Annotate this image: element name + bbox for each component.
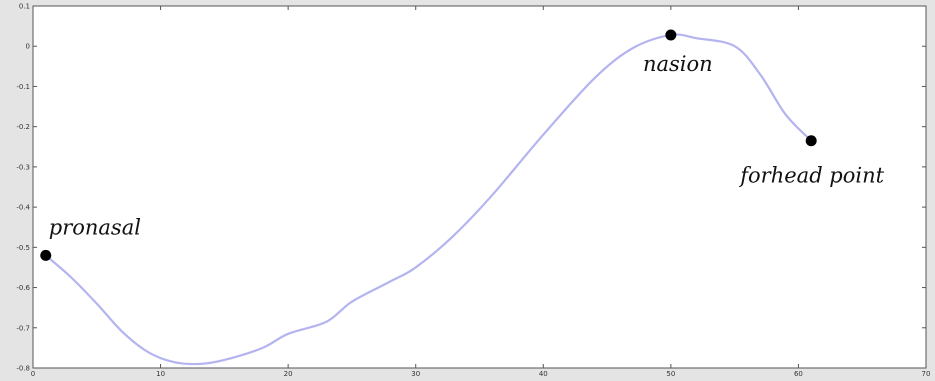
landmark-label: pronasal [49,215,141,239]
y-tick-label: -0.8 [16,365,30,373]
landmark-point [665,29,677,41]
x-tick-label: 40 [539,370,548,378]
y-tick-label: -0.6 [16,284,30,292]
y-tick-label: -0.2 [16,123,30,131]
landmark-point [40,249,52,261]
x-tick-label: 50 [666,370,675,378]
plot-area [32,5,927,369]
x-tick-label: 10 [156,370,165,378]
y-tick-label: -0.3 [16,163,30,171]
series-line [45,33,812,366]
x-tick-label: 70 [922,370,931,378]
landmark-point [805,135,817,147]
axis-ticks: 0 10 20 30 40 50 60 70 0.1 0 -0.1 -0.2 -0.3 -0.4 -0.5 -… [16,3,930,379]
landmark-label: nasion [643,52,713,76]
y-tick-label: -0.5 [16,244,30,252]
x-tick-label: 20 [284,370,293,378]
y-tick-label: -0.1 [16,83,30,91]
x-tick-label: 30 [411,370,420,378]
y-tick-label: -0.7 [16,324,30,332]
landmark-label: forhead point [738,164,884,188]
x-tick-label: 0 [31,370,35,378]
marker-layer: pronasal nasion forhead point [40,29,885,261]
y-tick-label: -0.4 [16,204,30,212]
y-tick-label: 0.1 [19,3,30,11]
series-layer [45,33,812,366]
x-tick-label: 60 [794,370,803,378]
y-tick-label: 0 [26,43,30,51]
